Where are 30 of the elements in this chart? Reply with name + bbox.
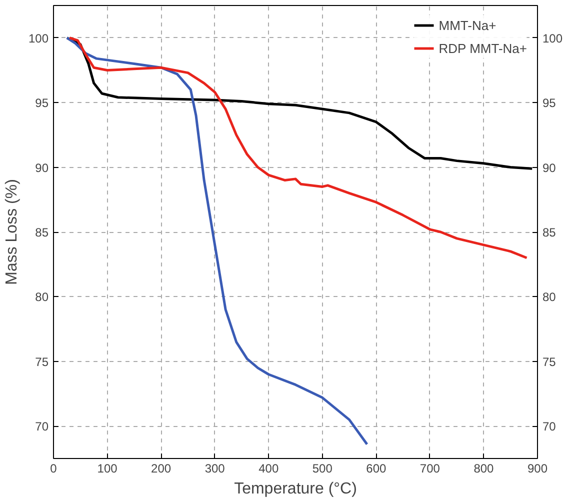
y-tick-label: 75 <box>35 354 49 369</box>
x-tick-label: 100 <box>97 462 118 476</box>
x-tick-label: 700 <box>420 462 440 476</box>
x-tick-label: 500 <box>312 462 333 476</box>
y-tick-label: 95 <box>35 96 49 110</box>
y2-tick-label: 80 <box>542 290 556 304</box>
y-tick-label: 90 <box>35 160 49 175</box>
y-tick-label: 100 <box>28 31 49 46</box>
x-tick-label: 800 <box>474 462 494 476</box>
legend-label: RDP MMT-Na+ <box>438 40 527 56</box>
y2-tick-label: 75 <box>542 354 556 369</box>
x-axis-title: Temperature (°C) <box>234 480 357 498</box>
x-tick-label: 400 <box>258 462 279 476</box>
y2-tick-label: 95 <box>542 96 556 110</box>
y2-tick-label: 100 <box>542 31 563 46</box>
y-tick-label: 85 <box>35 226 49 240</box>
line-series <box>66 36 368 446</box>
y2-tick-label: 90 <box>542 160 556 175</box>
y-tick-label: 80 <box>35 290 49 304</box>
x-tick-label: 900 <box>527 462 548 476</box>
x-tick-label: 0 <box>50 462 58 476</box>
line-series <box>68 36 528 260</box>
y-axis-title: Mass Loss (%) <box>3 179 20 285</box>
y2-tick-label: 85 <box>542 226 556 240</box>
x-tick-label: 300 <box>204 462 226 476</box>
x-tick-label: 600 <box>366 462 387 476</box>
y2-tick-label: 70 <box>542 420 556 434</box>
legend-label: MMT-Na+ <box>438 18 496 32</box>
y-tick-label: 70 <box>35 420 49 434</box>
x-tick-label: 200 <box>151 462 172 476</box>
